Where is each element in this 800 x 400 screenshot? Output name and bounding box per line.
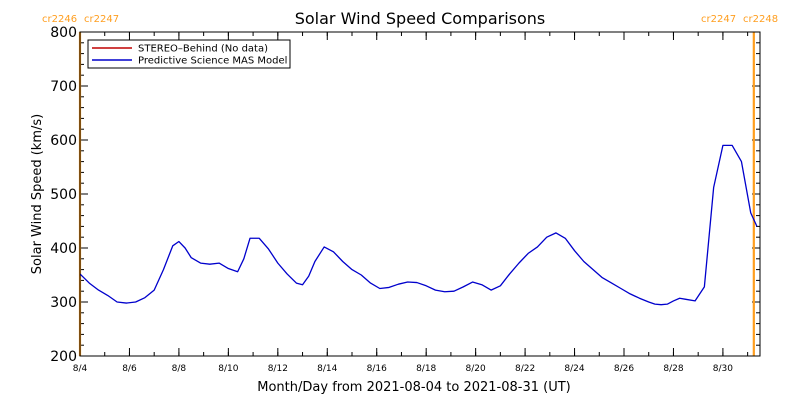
x-tick-label: 8/22 (515, 364, 535, 374)
axis-ticks: 200 300 400 500 600 700 800 8/4 8/6 8/8 8/10 8/12 8/… (50, 25, 760, 374)
x-tick-label: 8/28 (663, 364, 683, 374)
y-tick-label: 400 (50, 241, 77, 257)
carrington-label-2-right: cr2248 (743, 14, 778, 25)
carrington-label-1-right: cr2247 (84, 14, 119, 25)
plot-frame (79, 31, 761, 357)
x-tick-label: 8/6 (122, 364, 137, 374)
x-tick-label: 8/24 (564, 364, 584, 374)
y-axis-label: Solar Wind Speed (km/s) (30, 114, 45, 274)
y-tick-label: 200 (50, 349, 77, 365)
x-tick-label: 8/20 (466, 364, 486, 374)
x-tick-label: 8/26 (614, 364, 634, 374)
x-tick-label: 8/8 (172, 364, 187, 374)
y-tick-label: 600 (50, 133, 77, 149)
legend-label-stereo: STEREO–Behind (No data) (138, 44, 268, 55)
y-tick-label: 300 (50, 295, 77, 311)
legend-box (87, 39, 291, 69)
x-tick-label: 8/10 (218, 364, 238, 374)
y-tick-label: 500 (50, 187, 77, 203)
x-tick-label: 8/18 (416, 364, 436, 374)
x-tick-label: 8/30 (713, 364, 733, 374)
x-tick-label: 8/16 (367, 364, 387, 374)
legend-label-mas-model: Predictive Science MAS Model (138, 56, 287, 67)
x-tick-label: 8/4 (73, 364, 88, 374)
x-axis-label: Month/Day from 2021-08-04 to 2021-08-31 … (257, 380, 570, 395)
series-layer (79, 144, 758, 306)
x-tick-label: 8/14 (317, 364, 337, 374)
carrington-label-2-left: cr2247 (701, 14, 736, 25)
chart-title: Solar Wind Speed Comparisons (295, 9, 546, 28)
x-tick-label: 8/12 (268, 364, 288, 374)
y-tick-label: 700 (50, 79, 77, 95)
y-tick-label: 800 (50, 25, 77, 41)
carrington-label-1-left: cr2246 (42, 14, 77, 25)
legend: STEREO–Behind (No data) Predictive Scien… (87, 39, 291, 69)
series-line-mas-model (79, 144, 758, 306)
